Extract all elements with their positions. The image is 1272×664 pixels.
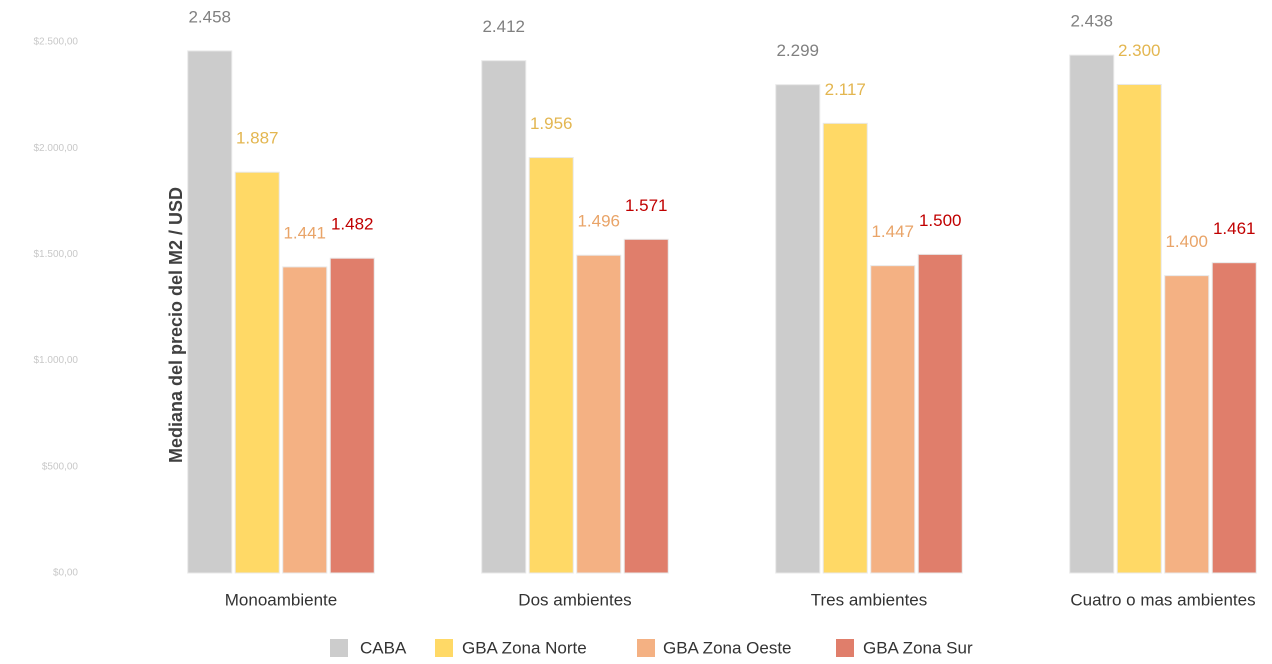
value-label: 2.458 xyxy=(188,7,231,26)
y-tick-label: $1.000,00 xyxy=(34,355,79,366)
y-tick-label: $0,00 xyxy=(53,568,78,579)
value-label: 1.887 xyxy=(236,129,279,148)
value-label: 2.300 xyxy=(1118,41,1161,60)
legend-swatch xyxy=(637,639,655,657)
bar xyxy=(822,122,868,574)
x-tick-label: Cuatro o mas ambientes xyxy=(1070,590,1255,609)
bar xyxy=(917,253,963,574)
bar xyxy=(775,84,821,574)
value-label: 1.571 xyxy=(625,196,668,215)
bar xyxy=(576,254,622,574)
value-label: 1.496 xyxy=(577,212,620,231)
legend-swatch xyxy=(330,639,348,657)
legend-label: GBA Zona Norte xyxy=(462,638,587,657)
y-tick-label: $500,00 xyxy=(42,461,79,472)
legend-swatch xyxy=(836,639,854,657)
value-label: 2.299 xyxy=(776,41,819,60)
x-tick-label: Tres ambientes xyxy=(811,590,928,609)
bar xyxy=(187,50,233,574)
y-tick-label: $1.500,00 xyxy=(34,249,79,260)
value-label: 1.447 xyxy=(871,222,914,241)
legend-label: CABA xyxy=(360,638,407,657)
legend-swatch xyxy=(435,639,453,657)
legend-label: GBA Zona Sur xyxy=(863,638,973,657)
bar xyxy=(623,238,669,574)
x-tick-label: Dos ambientes xyxy=(518,590,631,609)
value-label: 2.117 xyxy=(825,80,866,99)
value-label: 2.438 xyxy=(1070,12,1113,31)
bar xyxy=(481,60,527,574)
legend-label: GBA Zona Oeste xyxy=(663,638,792,657)
y-tick-label: $2.000,00 xyxy=(34,143,79,154)
bar xyxy=(282,266,328,574)
value-label: 1.482 xyxy=(331,215,374,234)
y-tick-label: $2.500,00 xyxy=(34,37,79,48)
value-label: 1.500 xyxy=(919,211,962,230)
value-label: 1.461 xyxy=(1213,219,1256,238)
value-label: 2.412 xyxy=(482,17,525,36)
bar xyxy=(329,257,375,574)
bar xyxy=(870,265,916,574)
bar xyxy=(1164,275,1210,574)
bar xyxy=(528,157,574,574)
value-label: 1.400 xyxy=(1165,232,1208,251)
bar xyxy=(1069,54,1115,574)
bar xyxy=(1211,262,1257,574)
value-label: 1.441 xyxy=(283,223,326,242)
y-axis-title: Mediana del precio del M2 / USD xyxy=(166,187,186,463)
x-tick-label: Monoambiente xyxy=(225,590,337,609)
bar xyxy=(234,171,280,574)
bar xyxy=(1116,83,1162,574)
value-label: 1.956 xyxy=(530,114,573,133)
